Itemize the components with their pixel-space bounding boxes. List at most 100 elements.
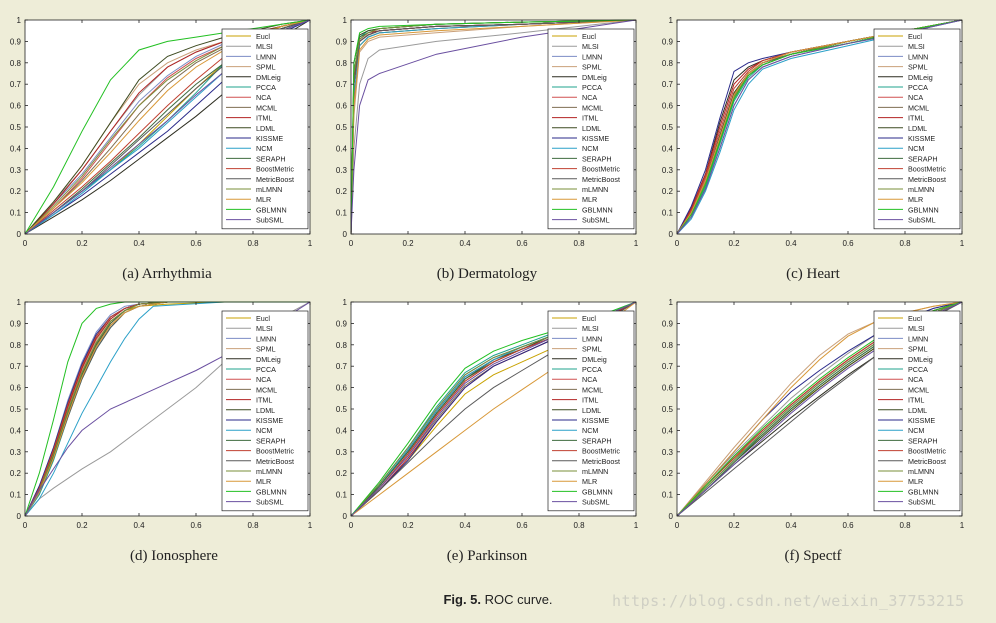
legend-entry: LMNN (256, 52, 276, 61)
legend-entry: Eucl (256, 314, 270, 323)
legend-entry: mLMNN (908, 185, 934, 194)
legend-entry: PCCA (582, 365, 602, 374)
y-tick-label: 0.2 (662, 187, 674, 196)
legend-entry: KISSME (582, 416, 609, 425)
x-tick-label: 0.2 (728, 521, 740, 530)
legend-entry: KISSME (582, 134, 609, 143)
y-tick-label: 0.9 (662, 319, 674, 328)
legend-entry: PCCA (256, 365, 276, 374)
legend-entry: MLSI (582, 324, 599, 333)
y-tick-label: 0 (669, 512, 674, 521)
legend-entry: GBLMNN (256, 487, 287, 496)
legend-entry: MCML (908, 385, 929, 394)
y-tick-label: 0.6 (662, 102, 674, 111)
legend-entry: MLSI (908, 42, 925, 51)
legend-entry: SubSML (908, 498, 936, 507)
x-tick-label: 0.2 (402, 521, 414, 530)
x-tick-label: 0.4 (459, 521, 471, 530)
legend-box (221, 28, 309, 230)
series-line (676, 19, 963, 235)
legend-entry: SubSML (908, 216, 936, 225)
y-tick-label: 0 (343, 512, 348, 521)
legend-entry: SubSML (256, 498, 284, 507)
legend-entry: mLMNN (256, 467, 282, 476)
roc-panel: 0 0.2 0.4 0.6 0.8 1 0 0.1 0.2 0.3 0.4 0.5 0.6 0.7 0.8 0… (10, 16, 313, 282)
x-tick-label: 0.6 (516, 239, 528, 248)
panel-subtitle: (c) Heart (786, 266, 841, 282)
x-tick-label: 0.8 (899, 239, 911, 248)
y-tick-label: 0.2 (10, 469, 22, 478)
x-tick-label: 1 (960, 239, 965, 248)
legend-entry: Eucl (908, 314, 922, 323)
legend-entry: LDML (256, 406, 275, 415)
legend-entry: SPML (256, 345, 276, 354)
legend-entry: GBLMNN (582, 487, 613, 496)
x-tick-label: 1 (308, 521, 313, 530)
legend-entry: DMLeig (908, 73, 933, 82)
legend-entry: LMNN (908, 334, 928, 343)
y-tick-label: 0.8 (10, 341, 22, 350)
legend-entry: GBLMNN (908, 487, 939, 496)
legend-entry: MLSI (256, 324, 273, 333)
panel-subtitle: (d) Ionosphere (130, 548, 218, 564)
y-tick-label: 0.1 (10, 491, 22, 500)
x-tick-label: 0 (675, 521, 680, 530)
legend-entry: SERAPH (256, 436, 286, 445)
legend-entry: MCML (582, 385, 603, 394)
roc-panel: 0 0.2 0.4 0.6 0.8 1 0 0.1 0.2 0.3 0.4 0.5 0.6 0.7 0.8 0… (662, 16, 965, 282)
legend-entry: SERAPH (582, 154, 612, 163)
y-tick-label: 0.4 (10, 426, 22, 435)
y-tick-label: 0.2 (662, 469, 674, 478)
panel-subtitle: (a) Arrhythmia (122, 266, 212, 282)
series-line (350, 19, 637, 235)
y-tick-label: 0 (343, 230, 348, 239)
y-tick-label: 0.1 (10, 209, 22, 218)
panel-subtitle: (b) Dermatology (437, 266, 538, 282)
y-tick-label: 0.9 (336, 37, 348, 46)
legend-box (547, 310, 635, 512)
y-tick-label: 0.1 (336, 491, 348, 500)
x-tick-label: 0.6 (190, 521, 202, 530)
legend-entry: PCCA (582, 83, 602, 92)
panel-subtitle: (e) Parkinson (447, 548, 528, 564)
legend-entry: Eucl (582, 314, 596, 323)
series-line (350, 19, 637, 235)
legend-entry: BoostMetric (256, 447, 294, 456)
x-tick-label: 0.8 (247, 521, 259, 530)
y-tick-label: 0.8 (662, 59, 674, 68)
y-tick-label: 0.9 (336, 319, 348, 328)
y-tick-label: 0.5 (336, 123, 348, 132)
series-line (676, 301, 963, 517)
legend-entry: BoostMetric (582, 447, 620, 456)
y-tick-label: 0.1 (662, 491, 674, 500)
legend-entry: LMNN (256, 334, 276, 343)
y-tick-label: 0.8 (662, 341, 674, 350)
y-tick-label: 0.4 (10, 144, 22, 153)
x-tick-label: 0 (349, 521, 354, 530)
legend-entry: MetricBoost (582, 457, 620, 466)
legend-entry: KISSME (256, 134, 283, 143)
y-tick-label: 0.7 (10, 362, 22, 371)
y-tick-label: 0.5 (10, 405, 22, 414)
y-tick-label: 0.9 (10, 37, 22, 46)
y-tick-label: 1 (343, 16, 348, 25)
x-tick-label: 0.2 (76, 239, 88, 248)
y-tick-label: 0 (669, 230, 674, 239)
legend-entry: MLSI (908, 324, 925, 333)
legend-entry: MCML (256, 103, 277, 112)
legend-entry: ITML (256, 396, 272, 405)
legend-entry: GBLMNN (908, 205, 939, 214)
y-tick-label: 0.9 (10, 319, 22, 328)
legend-entry: ITML (908, 114, 924, 123)
legend-entry: PCCA (908, 83, 928, 92)
x-tick-label: 0 (23, 521, 28, 530)
y-tick-label: 0.3 (662, 448, 674, 457)
x-tick-label: 0.8 (899, 521, 911, 530)
legend-entry: MetricBoost (908, 175, 946, 184)
panel-subtitle: (f) Spectf (784, 548, 841, 564)
legend-entry: MetricBoost (582, 175, 620, 184)
y-tick-label: 0.3 (662, 166, 674, 175)
legend-entry: BoostMetric (256, 165, 294, 174)
legend-entry: LDML (582, 124, 601, 133)
legend-entry: ITML (256, 114, 272, 123)
